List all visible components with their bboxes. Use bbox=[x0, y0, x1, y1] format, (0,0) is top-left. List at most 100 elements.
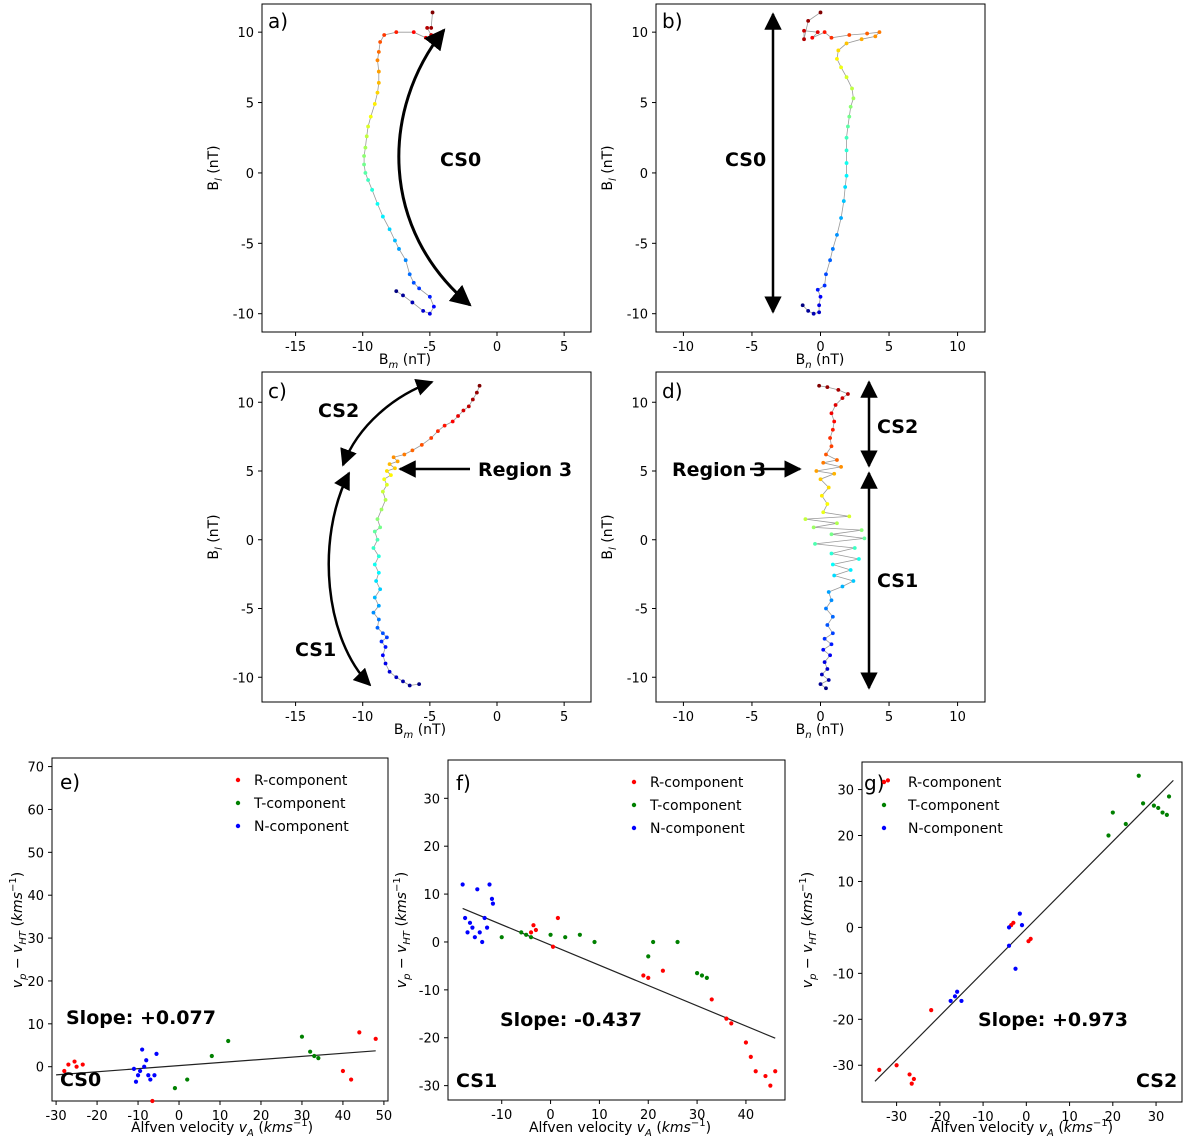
scatter-point-t bbox=[499, 935, 504, 940]
y-tick-label: -10 bbox=[833, 967, 854, 982]
scatter-point-r bbox=[709, 997, 714, 1002]
scatter-point-r bbox=[533, 927, 539, 933]
x-tick-label: -30 bbox=[45, 1109, 66, 1124]
data-point bbox=[387, 462, 392, 467]
panel-e-xlabel: Alfven velocity vA (kms−1) bbox=[131, 1118, 313, 1138]
y-tick-label: 0 bbox=[432, 936, 440, 951]
legend-marker-t bbox=[235, 800, 241, 806]
scatter-point-n bbox=[490, 901, 496, 906]
y-tick-label: -20 bbox=[833, 1013, 854, 1028]
x-tick-label: -20 bbox=[86, 1109, 107, 1124]
data-point bbox=[417, 682, 422, 687]
data-point bbox=[847, 114, 852, 119]
y-tick-label: 10 bbox=[237, 396, 254, 411]
scatter-point-t bbox=[312, 1053, 317, 1059]
data-point bbox=[410, 300, 415, 305]
trajectory-line bbox=[372, 385, 480, 686]
scatter-point-n bbox=[1006, 943, 1012, 948]
data-point bbox=[372, 562, 377, 567]
x-tick-label: 10 bbox=[1061, 1110, 1078, 1125]
panel-b-frame bbox=[655, 3, 986, 333]
scatter-point-n bbox=[948, 998, 953, 1004]
data-point bbox=[466, 404, 471, 409]
data-point bbox=[811, 311, 816, 316]
scatter-point-n bbox=[131, 1066, 137, 1071]
data-point bbox=[427, 311, 432, 316]
y-tick-label: 30 bbox=[837, 784, 854, 799]
scatter-point-t bbox=[1106, 833, 1111, 838]
x-tick-label: -5 bbox=[745, 340, 758, 355]
scatter-point-r bbox=[773, 1069, 778, 1074]
data-point bbox=[376, 80, 381, 85]
scatter-point-t bbox=[528, 935, 534, 940]
scatter-point-n bbox=[460, 882, 465, 887]
y-tick-label: 50 bbox=[27, 846, 44, 861]
scatter-point-t bbox=[185, 1077, 190, 1082]
data-point bbox=[378, 525, 383, 530]
y-tick-label: -10 bbox=[233, 308, 254, 323]
data-point bbox=[819, 493, 824, 498]
scatter-point-n bbox=[148, 1077, 153, 1082]
data-point bbox=[835, 232, 839, 237]
y-tick-label: 10 bbox=[423, 888, 440, 903]
data-point bbox=[862, 536, 867, 541]
y-tick-label: 5 bbox=[246, 465, 254, 480]
svg-text:Alfven velocity vA (kms−1): Alfven velocity vA (kms−1) bbox=[931, 1118, 1113, 1138]
data-point bbox=[848, 104, 853, 109]
data-point bbox=[822, 636, 827, 641]
data-point bbox=[363, 145, 368, 150]
x-tick-label: -10 bbox=[491, 1108, 512, 1123]
panel-d-xlabel: Bn (nT) bbox=[796, 722, 845, 741]
panel-d-label: d) bbox=[662, 379, 683, 403]
data-point bbox=[851, 96, 856, 101]
scatter-point-r bbox=[660, 968, 665, 973]
data-point bbox=[824, 686, 828, 691]
data-point bbox=[397, 247, 401, 251]
data-point bbox=[362, 162, 366, 167]
data-point bbox=[477, 383, 482, 388]
y-tick-label: -10 bbox=[627, 308, 648, 323]
data-point bbox=[830, 614, 835, 619]
data-point bbox=[829, 35, 834, 40]
legend-r-label: R-component bbox=[650, 775, 744, 791]
legend-t-label: T-component bbox=[907, 798, 1000, 814]
data-point bbox=[431, 304, 436, 309]
scatter-point-n bbox=[955, 989, 960, 994]
legend-marker-r bbox=[235, 777, 241, 783]
legend-marker-n bbox=[235, 823, 241, 829]
data-point bbox=[402, 452, 407, 457]
panel-b: -10 -5 0 5 10 -10 -5 0 5 10 b) Bn (nT) Bl (nT) CS… bbox=[600, 3, 986, 371]
y-tick-label: 0 bbox=[36, 1061, 44, 1076]
scatter-point-r bbox=[340, 1068, 346, 1074]
data-point bbox=[821, 460, 826, 465]
x-tick-label: -15 bbox=[285, 710, 306, 725]
scatter-point-r bbox=[753, 1069, 758, 1074]
legend-marker-n bbox=[881, 825, 887, 831]
svg-text:Bl (nT): Bl (nT) bbox=[600, 514, 619, 559]
y-tick-label: 0 bbox=[246, 534, 254, 549]
data-point bbox=[822, 660, 827, 665]
data-point bbox=[366, 178, 370, 182]
data-point bbox=[411, 30, 416, 35]
data-point bbox=[393, 238, 397, 243]
data-point bbox=[829, 551, 834, 556]
data-point bbox=[806, 18, 811, 23]
panel-a: -15 -10 -5 0 5 -10 -5 0 5 10 a) Bm (nT) Bl (nT) C… bbox=[206, 3, 592, 371]
data-point bbox=[376, 603, 381, 608]
data-point bbox=[824, 272, 828, 277]
panel-f-xlabel: Alfven velocity vA (kms−1) bbox=[529, 1118, 711, 1138]
legend-n-label: N-component bbox=[650, 821, 745, 837]
scatter-point-r bbox=[929, 1008, 934, 1013]
panel-d-plot: -10 -5 0 5 10 -10 -5 0 5 10 bbox=[627, 383, 966, 725]
x-tick-label: 10 bbox=[591, 1108, 608, 1123]
x-tick-label: 0 bbox=[816, 340, 824, 355]
x-tick-label: 40 bbox=[335, 1109, 352, 1124]
data-point bbox=[830, 631, 835, 636]
data-point bbox=[380, 653, 385, 658]
panel-b-xlabel: Bn (nT) bbox=[796, 352, 845, 371]
scatter-point-t bbox=[299, 1034, 305, 1039]
data-point bbox=[817, 310, 822, 315]
scatter-point-r bbox=[528, 930, 534, 935]
scatter-point-n bbox=[487, 882, 492, 887]
y-tick-label: -30 bbox=[833, 1059, 854, 1074]
